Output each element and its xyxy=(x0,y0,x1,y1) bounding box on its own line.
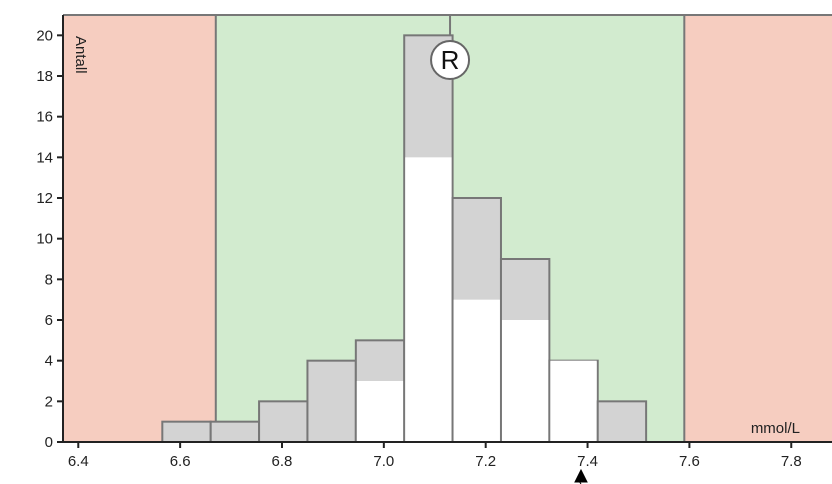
y-axis-label: Antall xyxy=(72,36,89,74)
y-tick-label: 10 xyxy=(36,231,53,248)
bar-subset-7 xyxy=(501,320,549,441)
bar-subset-8 xyxy=(550,360,597,441)
x-axis-label: mmol/L xyxy=(751,420,800,437)
labels-layer: Antall mmol/L xyxy=(72,36,800,437)
bar-subset-5 xyxy=(405,157,452,442)
x-tick-label: 7.8 xyxy=(781,453,802,470)
y-tick-label: 14 xyxy=(36,149,53,166)
x-tick-label: 7.2 xyxy=(475,453,496,470)
axes-layer: 0 2 4 6 8 10 12 14 16 18 20 6.4 6.6 6.8 7.0 7.2 7.4 7.6 7.… xyxy=(36,15,832,470)
bar-total-9 xyxy=(596,400,648,444)
x-tick-label: 7.0 xyxy=(373,453,394,470)
y-tick-label: 12 xyxy=(36,190,53,207)
mouse-cursor-icon xyxy=(574,468,588,484)
x-tick-label: 6.8 xyxy=(272,453,293,470)
x-tick-label: 6.4 xyxy=(68,453,89,470)
y-tick-label: 6 xyxy=(45,312,53,329)
bar-subset-6 xyxy=(453,299,500,441)
bar-total-1 xyxy=(209,420,261,443)
y-tick-label: 18 xyxy=(36,68,53,85)
y-tick-label: 16 xyxy=(36,109,53,126)
y-tick-label: 2 xyxy=(45,393,53,410)
zone-band-2 xyxy=(684,15,832,442)
x-tick-label: 6.6 xyxy=(170,453,191,470)
x-tick-label: 7.6 xyxy=(679,453,700,470)
reference-marker-circle xyxy=(430,40,471,80)
cursor-layer xyxy=(574,468,588,484)
reference-marker-label: R xyxy=(441,45,460,75)
bar-total-2 xyxy=(258,400,309,444)
bar-total-0 xyxy=(161,420,212,443)
bars-layer xyxy=(161,34,648,444)
bar-total-3 xyxy=(306,359,357,443)
reference-marker-layer: R xyxy=(430,40,471,80)
x-tick-label: 7.4 xyxy=(577,453,598,470)
y-tick-label: 20 xyxy=(36,27,53,44)
bar-subset-4 xyxy=(356,381,404,441)
y-tick-label: 8 xyxy=(45,271,53,288)
y-tick-label: 0 xyxy=(45,434,53,451)
y-tick-label: 4 xyxy=(45,353,53,370)
zone-band-0 xyxy=(63,15,216,442)
